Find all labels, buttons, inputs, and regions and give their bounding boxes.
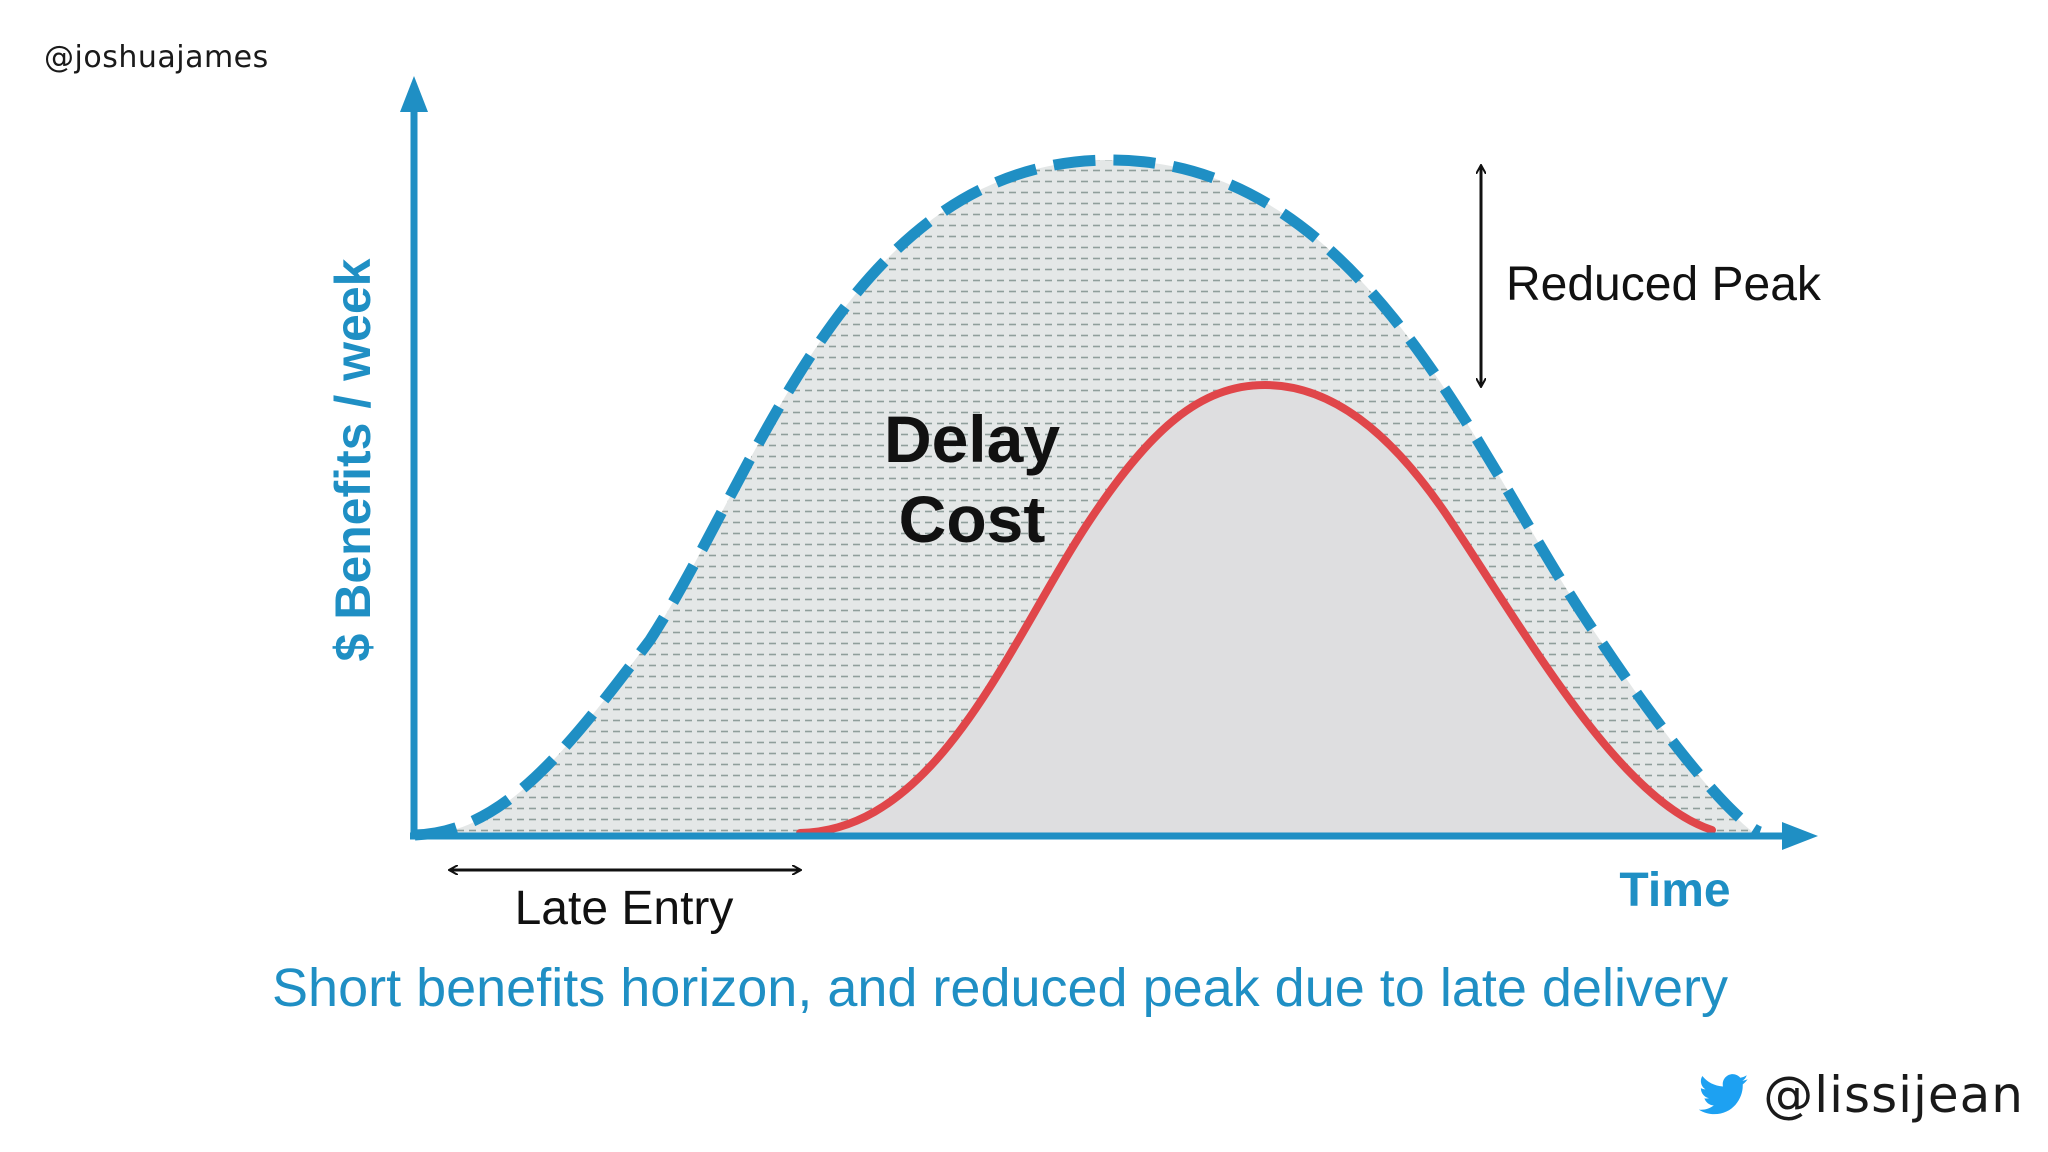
actual-benefit-curve [796,380,1716,837]
y-axis-arrowhead [400,76,428,112]
delay-cost-label-line1: Delay [884,402,1060,476]
delay-cost-label-line2: Cost [899,482,1046,556]
late-entry-annotation: Late Entry [450,870,800,935]
axes [400,76,1818,850]
twitter-bird-icon [1699,1074,1749,1115]
late-entry-label: Late Entry [515,882,734,935]
bottom-credit: @lissijean [1699,1066,2024,1124]
top-credit-handle: @joshuajames [44,40,269,75]
x-axis-label: Time [1619,864,1730,917]
reduced-peak-annotation: Reduced Peak [1481,166,1822,386]
delivered-benefit-area [800,385,1712,836]
x-axis-arrowhead [1782,822,1818,850]
bottom-credit-handle: @lissijean [1763,1066,2024,1124]
reduced-peak-label: Reduced Peak [1506,258,1822,311]
y-axis-label: $ Benefits / week [325,258,381,661]
potential-benefit-curve [414,154,1763,841]
diagram-caption: Short benefits horizon, and reduced peak… [272,958,1728,1018]
